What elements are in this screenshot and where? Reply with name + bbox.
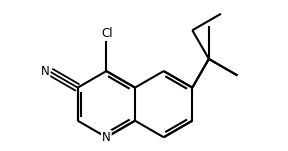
Text: Cl: Cl	[101, 27, 113, 40]
Text: N: N	[41, 65, 50, 78]
Text: N: N	[102, 131, 111, 144]
